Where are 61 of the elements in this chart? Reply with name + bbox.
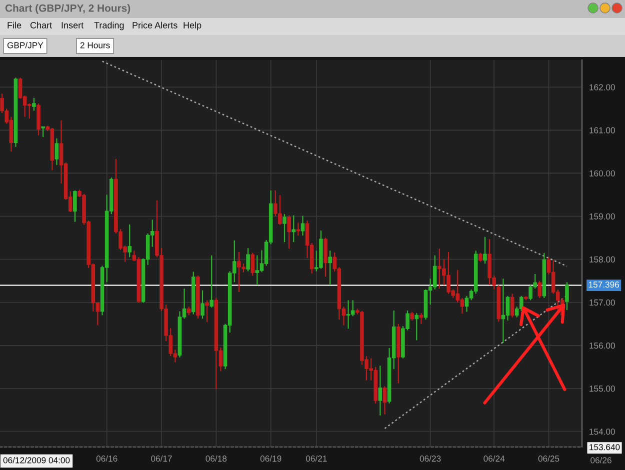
candlestick [565, 282, 569, 311]
candlestick [128, 224, 132, 258]
candlestick [464, 295, 469, 312]
candlestick [200, 290, 204, 320]
y-tick-label: 161.00 [590, 127, 615, 134]
y-tick-label: 162.00 [590, 84, 615, 90]
text: Chart [30, 22, 52, 28]
candlestick [324, 237, 328, 278]
y-tick-label: 159.00 [590, 213, 615, 220]
candlestick [282, 214, 286, 243]
text: 06/12/2009 04:00 [3, 456, 70, 464]
x-tick-label: 06/24 [484, 455, 505, 462]
text: 2 Hours [80, 42, 110, 48]
candlestick [350, 300, 355, 317]
candlestick [501, 278, 506, 344]
candlestick [300, 215, 305, 236]
text: 06/26 [590, 456, 612, 464]
candlestick [346, 300, 350, 330]
x-tick-label: 06/18 [206, 455, 227, 462]
candlestick [378, 365, 382, 416]
text: Insert [62, 22, 84, 28]
candlestick [432, 254, 437, 290]
candlestick [382, 386, 387, 415]
text: GBP/JPY [7, 42, 44, 48]
x-tick-label: 06/17 [151, 455, 172, 462]
ref-line-label: 157.396 [588, 282, 619, 288]
text: Trading [94, 22, 124, 30]
candlestick [255, 254, 260, 286]
chart-title: Chart (GBP/JPY, 2 Hours) [5, 4, 130, 14]
y-tick-label: 156.00 [590, 342, 615, 349]
candlestick [41, 126, 45, 138]
candlestick [54, 138, 59, 166]
candlestick [73, 190, 77, 222]
text: File [8, 22, 22, 28]
y-tick-label: 154.00 [590, 428, 615, 435]
candlestick [205, 300, 209, 323]
candlestick [210, 254, 214, 308]
text: Price Alerts [132, 22, 178, 28]
candlestick [32, 97, 36, 112]
y-tick-label: 157.00 [590, 299, 615, 306]
y-tick-label: 158.00 [590, 256, 615, 263]
candlestick [287, 214, 291, 250]
x-tick-label: 06/16 [96, 455, 118, 462]
candlestick [510, 293, 514, 318]
x-tick-label: 06/19 [260, 455, 282, 462]
candlestick [292, 214, 296, 243]
y-tick-label: 160.00 [590, 170, 615, 176]
x-tick-label: 06/21 [306, 455, 327, 462]
candlestick [250, 252, 255, 276]
candlestick [506, 295, 510, 321]
candlestick [538, 280, 542, 299]
y-tick-label: 155.00 [590, 386, 615, 392]
candlestick [328, 250, 332, 286]
y-tick-label: 153.640 [590, 444, 620, 450]
candlestick [483, 236, 487, 264]
x-tick-label: 06/25 [538, 455, 560, 462]
candlestick [246, 248, 250, 272]
x-tick-label: 06/23 [420, 455, 441, 462]
text: Help [184, 22, 202, 30]
candlestick [419, 312, 424, 324]
candlestick [414, 312, 419, 341]
